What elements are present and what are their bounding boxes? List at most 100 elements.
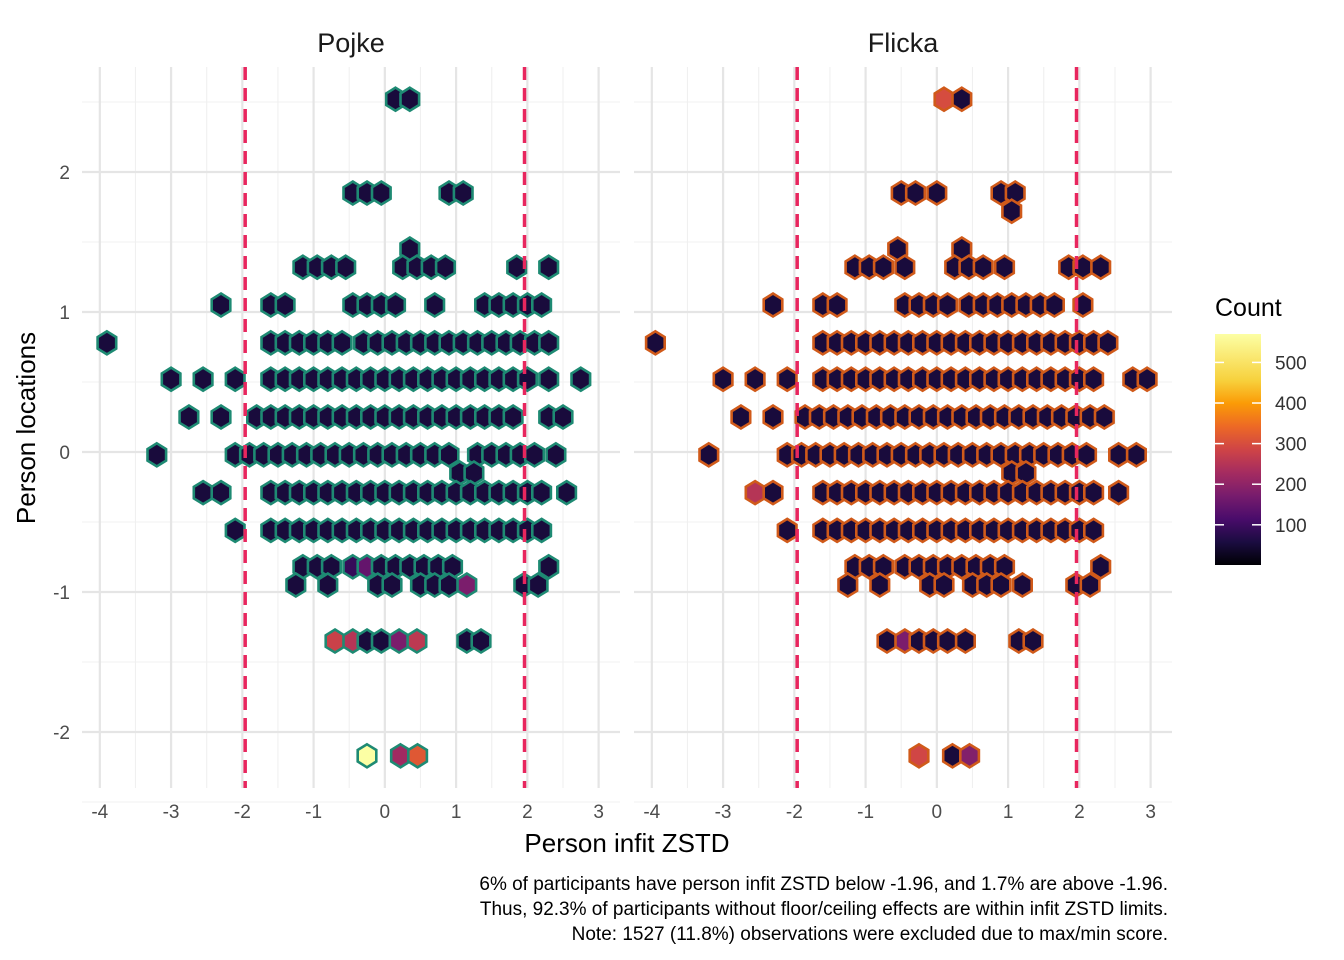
x-tick-label: -3 bbox=[715, 802, 732, 823]
hex-bin bbox=[381, 571, 403, 599]
hex-bin bbox=[370, 627, 392, 655]
hex-bin bbox=[555, 479, 578, 506]
hex-bin bbox=[1090, 254, 1112, 281]
hex-bin bbox=[826, 291, 848, 319]
hex-bin bbox=[424, 291, 446, 319]
hex-bin bbox=[872, 254, 895, 281]
hexes-flicka bbox=[644, 86, 1158, 769]
y-tick-label: 0 bbox=[59, 443, 70, 464]
hex-bin bbox=[712, 366, 734, 393]
legend-tick-label: 200 bbox=[1275, 475, 1307, 496]
hex-bin bbox=[331, 329, 353, 356]
hex-bin bbox=[370, 179, 392, 207]
hex-bin bbox=[1022, 627, 1044, 655]
x-tick-label: 0 bbox=[380, 802, 391, 823]
hex-bin bbox=[993, 254, 1016, 281]
x-tick-label: -1 bbox=[305, 802, 322, 823]
hex-bin bbox=[160, 366, 182, 393]
hex-bin bbox=[210, 291, 232, 319]
hex-bin bbox=[530, 479, 553, 506]
hex-bin bbox=[744, 479, 766, 506]
hex-bin bbox=[523, 441, 546, 468]
legend-tick-label: 100 bbox=[1275, 516, 1307, 537]
hex-bin bbox=[96, 329, 118, 356]
hex-bin bbox=[1090, 553, 1112, 580]
x-tick-label: -1 bbox=[857, 802, 874, 823]
hex-bin bbox=[456, 571, 478, 599]
x-tick-label: 3 bbox=[593, 802, 604, 823]
hex-bin bbox=[936, 291, 959, 319]
hex-bin bbox=[178, 403, 200, 431]
hex-bin bbox=[954, 627, 977, 655]
hex-bin bbox=[384, 291, 407, 319]
hex-bin bbox=[1011, 571, 1033, 599]
hex-bin bbox=[317, 571, 339, 599]
hex-bin bbox=[192, 366, 214, 393]
hex-bin bbox=[527, 571, 549, 599]
hex-bin bbox=[762, 291, 784, 319]
hex-bin bbox=[406, 742, 429, 769]
hex-bin bbox=[1093, 403, 1115, 431]
hex-bin bbox=[224, 517, 246, 544]
hex-bin bbox=[463, 459, 485, 487]
caption-line-3: Note: 1527 (11.8%) observations were exc… bbox=[572, 924, 1168, 945]
hex-bin bbox=[1083, 366, 1105, 393]
x-axis-title: Person infit ZSTD bbox=[524, 828, 729, 858]
hex-bin bbox=[570, 366, 592, 393]
y-axis-title: Person locations bbox=[11, 332, 41, 524]
panel-pojke: Pojke -4 -3 -2 -1 0 1 2 3 bbox=[82, 28, 620, 823]
hex-bin bbox=[1083, 517, 1105, 544]
hex-bin bbox=[545, 441, 567, 468]
hex-bin bbox=[274, 291, 296, 319]
hex-bin bbox=[958, 742, 981, 769]
hex-bin bbox=[1079, 571, 1101, 599]
hex-bin bbox=[530, 291, 553, 319]
hex-bin bbox=[1001, 198, 1023, 225]
x-tick-label: -4 bbox=[91, 802, 108, 823]
hex-bin bbox=[644, 329, 667, 356]
hex-bin bbox=[285, 571, 307, 599]
hex-bin bbox=[1083, 479, 1105, 506]
hex-bin bbox=[335, 254, 357, 281]
hex-bin bbox=[762, 403, 784, 431]
grid-pojke bbox=[82, 67, 620, 803]
hex-bin bbox=[192, 479, 214, 506]
y-tick-label: 1 bbox=[59, 303, 70, 324]
hex-bin bbox=[224, 366, 246, 393]
hex-bin bbox=[698, 441, 720, 468]
x-tick-label: -2 bbox=[234, 802, 251, 823]
hex-bin bbox=[502, 403, 524, 431]
hex-bin bbox=[210, 403, 232, 431]
hex-bin bbox=[538, 329, 560, 356]
x-tick-label: 2 bbox=[1074, 802, 1085, 823]
hex-bin bbox=[1097, 329, 1119, 356]
x-tick-label: 2 bbox=[522, 802, 533, 823]
hex-bin bbox=[434, 254, 457, 281]
legend-tick-label: 300 bbox=[1275, 435, 1307, 456]
hex-bin bbox=[399, 86, 421, 113]
hex-bin bbox=[1043, 291, 1065, 319]
y-axis-ticks: -2 -1 0 1 2 bbox=[53, 163, 70, 744]
x-tick-label: -4 bbox=[643, 802, 660, 823]
hex-bin bbox=[470, 627, 492, 655]
hex-bin bbox=[210, 479, 232, 506]
hex-bin bbox=[1108, 441, 1130, 468]
x-tick-label: -3 bbox=[163, 802, 180, 823]
hex-bin bbox=[1075, 441, 1098, 468]
hex-bin bbox=[776, 517, 798, 544]
legend: Count 100 200 300 400 500 bbox=[1215, 294, 1307, 565]
hex-bin bbox=[1015, 459, 1037, 487]
hex-bin bbox=[744, 366, 766, 393]
y-tick-label: -1 bbox=[53, 583, 70, 604]
hex-bin bbox=[438, 441, 460, 468]
legend-title: Count bbox=[1215, 294, 1282, 322]
hex-bin bbox=[904, 179, 927, 207]
hex-bin bbox=[933, 86, 955, 113]
hex-bin bbox=[538, 254, 560, 281]
hex-bin bbox=[776, 366, 798, 393]
hex-bin bbox=[538, 553, 560, 580]
x-tick-label: 1 bbox=[451, 802, 462, 823]
hex-bin bbox=[1108, 479, 1130, 506]
hex-bin bbox=[388, 627, 410, 655]
